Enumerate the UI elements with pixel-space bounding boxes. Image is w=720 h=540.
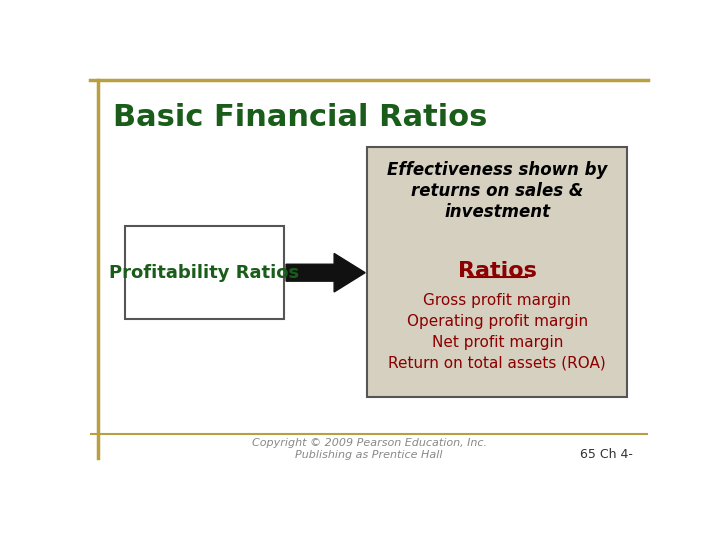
Bar <box>125 226 284 319</box>
Text: Operating profit margin: Operating profit margin <box>407 314 588 329</box>
Text: Net profit margin: Net profit margin <box>431 335 563 350</box>
Text: 65 Ch 4-: 65 Ch 4- <box>580 448 632 461</box>
FancyArrow shape <box>286 253 365 292</box>
Text: Copyright © 2009 Pearson Education, Inc.
Publishing as Prentice Hall: Copyright © 2009 Pearson Education, Inc.… <box>251 438 487 460</box>
Text: Return on total assets (ROA): Return on total assets (ROA) <box>388 356 606 371</box>
Text: Ratios: Ratios <box>458 261 536 281</box>
Text: Basic Financial Ratios: Basic Financial Ratios <box>113 103 487 132</box>
Text: Profitability Ratios: Profitability Ratios <box>109 264 300 282</box>
Bar <box>367 147 627 397</box>
Text: Gross profit margin: Gross profit margin <box>423 294 571 308</box>
Text: Effectiveness shown by
returns on sales &
investment: Effectiveness shown by returns on sales … <box>387 161 608 221</box>
